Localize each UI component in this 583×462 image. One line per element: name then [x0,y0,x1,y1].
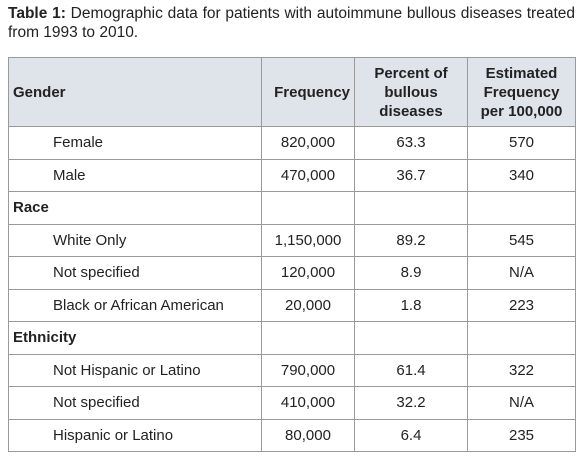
header-cell: Gender [8,57,262,127]
cell: Female [8,126,262,160]
data-row: Not Hispanic or Latino 790,000 61.4 322 [8,353,576,387]
cell: 340 [467,158,576,192]
header-cell: Frequency [261,57,355,127]
cell: N/A [467,386,576,420]
cell: White Only [8,223,262,257]
cell: Black or African American [8,288,262,322]
cell: 32.2 [354,386,468,420]
cell: 470,000 [261,158,355,192]
cell: 80,000 [261,418,355,452]
cell: 235 [467,418,576,452]
cell: N/A [467,256,576,290]
cell: 1.8 [354,288,468,322]
cell: Not specified [8,256,262,290]
table: Gender Frequency Percent of bullous diseas… [8,57,576,452]
data-row: Male 470,000 36.7 340 [8,158,576,192]
header-cell: Percent of bullous diseases [354,57,468,127]
data-row: Black or African American 20,000 1.8 223 [8,288,576,322]
header-row: Gender Frequency Percent of bullous diseas… [8,57,576,127]
empty-cell [467,321,576,355]
cell: Not Hispanic or Latino [8,353,262,387]
cell: 61.4 [354,353,468,387]
cell: 8.9 [354,256,468,290]
empty-cell [261,191,355,225]
data-row: Hispanic or Latino 80,000 6.4 235 [8,418,576,452]
cell: 820,000 [261,126,355,160]
table-body: Female 820,000 63.3 570 Male 470,000 36.7 340 Ra… [8,126,576,452]
section-label: Ethnicity [8,321,262,355]
cell: 120,000 [261,256,355,290]
data-row: Not specified 410,000 32.2 N/A [8,386,576,420]
cell: 410,000 [261,386,355,420]
caption: Table 1: Demographic data for patients w… [8,4,575,42]
header-cell: Estimated Frequency per 100,000 [467,57,576,127]
empty-cell [354,191,468,225]
cell: 6.4 [354,418,468,452]
cell: 570 [467,126,576,160]
cell: 20,000 [261,288,355,322]
section-label: Race [8,191,262,225]
cell: 36.7 [354,158,468,192]
cell: Not specified [8,386,262,420]
cell: 89.2 [354,223,468,257]
cell: 1,150,000 [261,223,355,257]
cell: 790,000 [261,353,355,387]
section-row: Race [8,191,576,225]
cell: 63.3 [354,126,468,160]
cell: 545 [467,223,576,257]
data-row: Not specified 120,000 8.9 N/A [8,256,576,290]
caption-text: Demographic data for patients with autoi… [8,5,575,41]
data-row: White Only 1,150,000 89.2 545 [8,223,576,257]
caption-label: Table 1: [8,5,66,22]
cell: Hispanic or Latino [8,418,262,452]
cell: Male [8,158,262,192]
empty-cell [261,321,355,355]
empty-cell [354,321,468,355]
empty-cell [467,191,576,225]
section-row: Ethnicity [8,321,576,355]
cell: 223 [467,288,576,322]
data-row: Female 820,000 63.3 570 [8,126,576,160]
cell: 322 [467,353,576,387]
